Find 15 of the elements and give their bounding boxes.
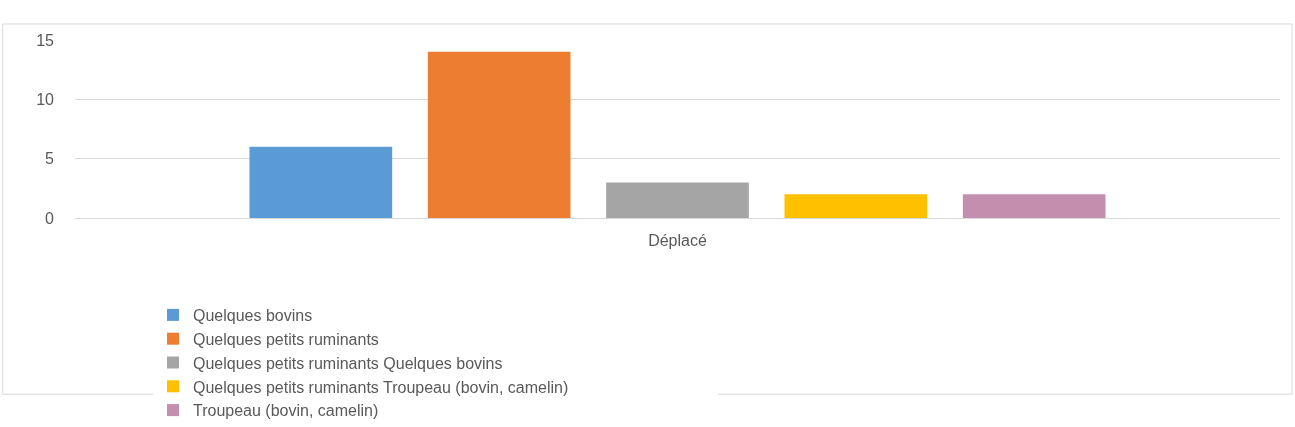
legend-label: Quelques petits ruminants <box>192 330 379 348</box>
y-tick-label: 15 <box>36 31 55 49</box>
bar <box>606 182 749 218</box>
legend-label: Quelques petits ruminants Quelques bovins <box>192 354 503 372</box>
y-tick-label: 10 <box>36 90 55 108</box>
y-tick-label: 5 <box>45 150 55 168</box>
x-tick-label: Déplacé <box>648 232 707 250</box>
y-tick-label: 0 <box>45 209 55 227</box>
bar <box>784 194 928 218</box>
legend-label: Quelques bovins <box>192 307 313 325</box>
legend-label: Troupeau (bovin, camelin) <box>192 402 379 420</box>
legend-label: Quelques petits ruminants Troupeau (bovin, camelin) <box>192 378 569 396</box>
bar <box>427 51 571 218</box>
bar <box>249 146 393 218</box>
bar <box>962 194 1106 218</box>
